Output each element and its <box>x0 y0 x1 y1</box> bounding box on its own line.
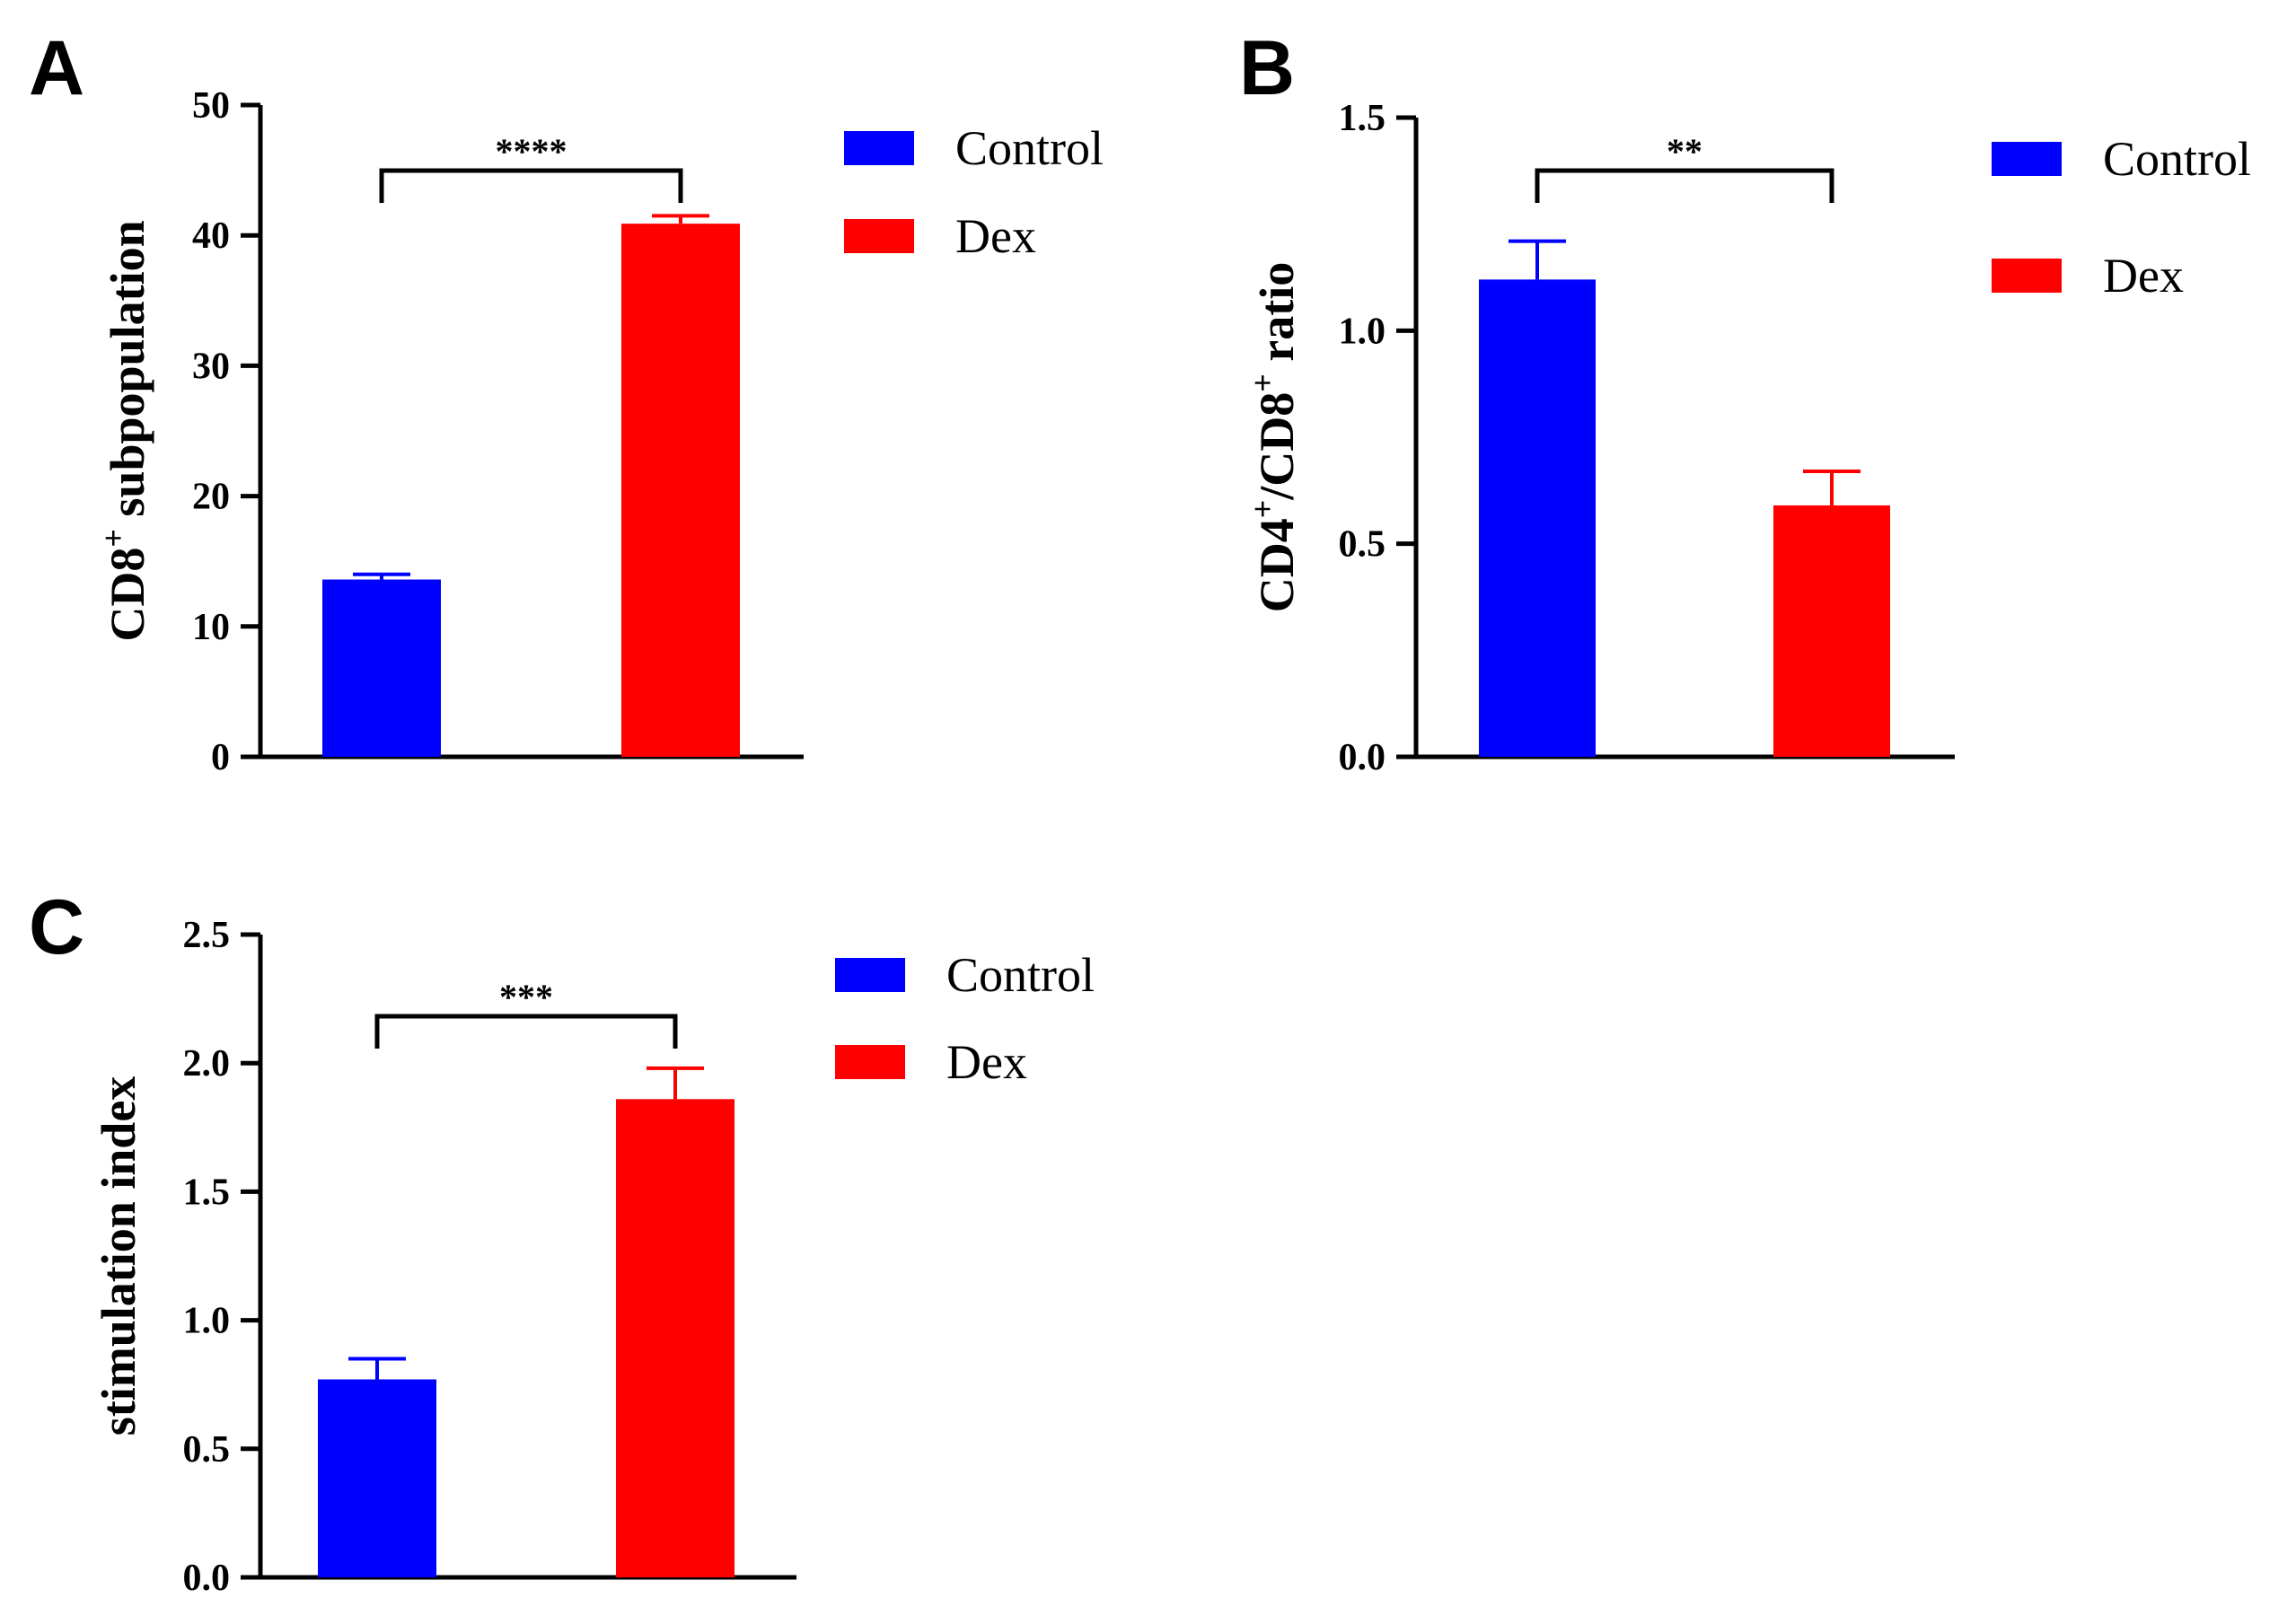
bar-control <box>318 1379 436 1577</box>
y-axis-title-part: CD4 <box>1250 518 1304 612</box>
legend-label-dex: Dex <box>946 1035 1027 1089</box>
y-axis-title-superscript: + <box>1245 500 1280 519</box>
panel-letter: B <box>1239 25 1295 111</box>
panel-letter: C <box>29 884 84 970</box>
y-tick-label: 40 <box>192 215 230 257</box>
y-tick-label: 50 <box>192 85 230 127</box>
y-tick-label: 0.0 <box>1339 737 1386 778</box>
y-tick-label: 1.0 <box>183 1301 231 1342</box>
bar-dex <box>621 224 740 757</box>
y-tick-label: 0.0 <box>183 1558 231 1599</box>
y-axis-title-superscript: + <box>1245 373 1280 392</box>
y-axis-title: CD4+/CD8+ ratio <box>1245 262 1304 612</box>
y-axis-title-part: ratio <box>1250 262 1304 373</box>
y-axis-title-part: CD8 <box>101 548 154 642</box>
bar-control <box>322 579 441 757</box>
panel-letter: A <box>29 25 84 111</box>
y-axis-title-part: /CD8 <box>1250 392 1304 501</box>
significance-bracket <box>1535 168 1834 203</box>
y-tick-label: 1.5 <box>183 1172 231 1213</box>
y-tick-label: 20 <box>192 477 230 518</box>
significance-label: *** <box>499 977 553 1017</box>
legend-label-control: Control <box>955 121 1104 175</box>
legend-swatch-dex <box>1992 259 2062 293</box>
legend-swatch-dex <box>835 1045 905 1079</box>
y-tick-label: 1.0 <box>1339 311 1386 352</box>
legend-swatch-dex <box>844 219 914 253</box>
y-tick-label: 10 <box>192 607 230 648</box>
legend-label-control: Control <box>2103 132 2251 186</box>
legend-label-dex: Dex <box>2103 249 2184 303</box>
y-tick-label: 0 <box>211 737 230 778</box>
bar-control <box>1479 279 1596 758</box>
y-axis-title: CD8+ subpopulation <box>95 220 154 641</box>
bar-dex <box>1773 505 1890 757</box>
y-axis-title: stimulation index <box>92 1076 145 1436</box>
y-tick-label: 0.5 <box>1339 524 1386 566</box>
legend-swatch-control <box>1992 142 2062 176</box>
y-tick-label: 2.0 <box>183 1043 231 1085</box>
y-tick-label: 30 <box>192 346 230 387</box>
panel-a: A 0 10 20 30 40 50 **** CD8+ subpopulation Contro… <box>29 25 1104 778</box>
y-tick-label: 2.5 <box>183 915 231 956</box>
significance-label: ** <box>1667 131 1702 171</box>
y-axis-title-part: subpopulation <box>101 220 154 529</box>
panel-c: C 0.0 0.5 1.0 1.5 2.0 2.5 *** stimulation index C… <box>29 884 1095 1599</box>
y-axis-title-superscript: + <box>95 529 131 548</box>
significance-bracket <box>374 1014 678 1049</box>
legend-swatch-control <box>844 131 914 165</box>
legend-label-dex: Dex <box>955 209 1036 263</box>
y-axis-title-part: stimulation index <box>92 1076 145 1436</box>
legend-swatch-control <box>835 958 905 992</box>
significance-label: **** <box>496 131 567 171</box>
significance-bracket <box>379 168 683 203</box>
legend-label-control: Control <box>946 948 1095 1002</box>
bar-dex <box>616 1099 735 1577</box>
y-tick-label: 0.5 <box>183 1429 231 1471</box>
y-tick-label: 1.5 <box>1339 98 1386 139</box>
